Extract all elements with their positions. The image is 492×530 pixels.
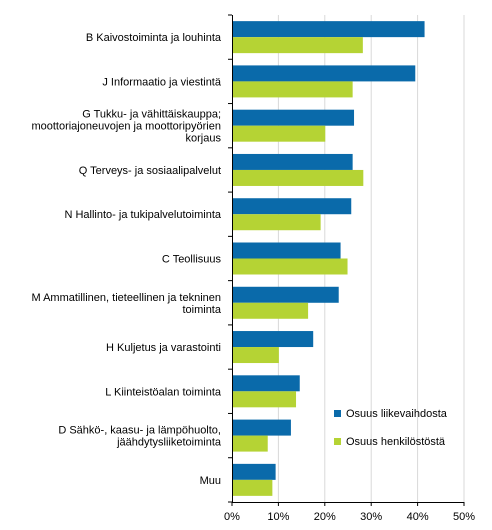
- bars: [233, 21, 425, 496]
- legend-swatch: [334, 410, 341, 417]
- legend-label: Osuus liikevaihdosta: [346, 408, 448, 420]
- x-tick-label: 10%: [267, 511, 289, 523]
- bar-liikevaihto: [233, 21, 425, 38]
- legend: Osuus liikevaihdosta Osuus henkilöstöstä: [334, 408, 448, 448]
- axes: [228, 14, 465, 506]
- bar-liikevaihto: [233, 331, 314, 348]
- bar-henkilosto: [233, 347, 279, 364]
- category-label: B Kaivostoiminta ja louhinta: [86, 32, 222, 44]
- bar-henkilosto: [233, 169, 364, 186]
- category-label: D Sähkö-, kaasu- ja lämpöhuolto, jäähdyty…: [58, 425, 222, 449]
- bar-henkilosto: [233, 435, 268, 452]
- category-label: N Hallinto- ja tukipalvelutoiminta: [64, 209, 221, 221]
- bar-liikevaihto: [233, 65, 416, 82]
- x-tick-label: 0%: [224, 511, 240, 523]
- bar-liikevaihto: [233, 463, 276, 480]
- bar-liikevaihto: [233, 286, 339, 303]
- bar-liikevaihto: [233, 198, 352, 215]
- bar-henkilosto: [233, 81, 353, 98]
- category-label: Q Terveys- ja sosiaalipalvelut: [79, 165, 221, 177]
- bar-henkilosto: [233, 302, 309, 319]
- category-label: H Kuljetus ja varastointi: [106, 342, 221, 354]
- bar-liikevaihto: [233, 375, 300, 392]
- bar-henkilosto: [233, 125, 326, 142]
- legend-swatch: [334, 438, 341, 445]
- legend-label: Osuus henkilöstöstä: [346, 436, 446, 448]
- x-tick-label: 50%: [453, 511, 475, 523]
- category-label: C Teollisuus: [162, 254, 222, 266]
- bar-henkilosto: [233, 479, 273, 496]
- category-label: J Informaatio ja viestintä: [102, 76, 221, 88]
- bar-liikevaihto: [233, 242, 341, 259]
- category-label: G Tukku- ja vähittäiskauppa; moottoriajon…: [31, 109, 221, 145]
- bar-liikevaihto: [233, 109, 355, 126]
- x-tick-label: 20%: [314, 511, 336, 523]
- bar-liikevaihto: [233, 153, 353, 170]
- bar-henkilosto: [233, 214, 321, 231]
- bar-henkilosto: [233, 391, 297, 408]
- bar-henkilosto: [233, 258, 348, 275]
- bar-henkilosto: [233, 37, 363, 54]
- x-tick-labels: 0% 10% 20% 30% 40% 50%: [224, 511, 475, 523]
- x-tick-label: 30%: [360, 511, 382, 523]
- category-label: L Kiinteistöalan toiminta: [105, 386, 222, 398]
- bar-liikevaihto: [233, 419, 291, 436]
- x-tick-label: 40%: [407, 511, 429, 523]
- category-label: M Ammatillinen, tieteellinen ja tekninen…: [31, 292, 221, 316]
- category-label: Muu: [200, 475, 221, 487]
- category-labels: B Kaivostoiminta ja louhinta J Informaati…: [31, 32, 221, 487]
